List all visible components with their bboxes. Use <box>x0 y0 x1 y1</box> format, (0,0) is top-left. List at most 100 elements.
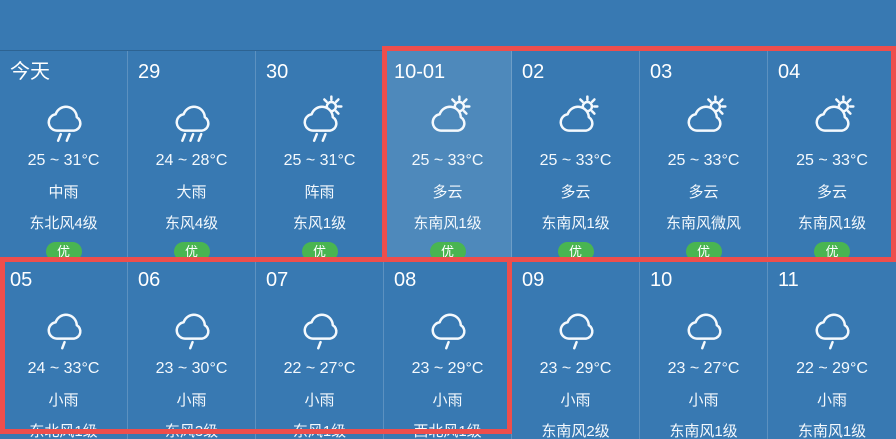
forecast-card[interactable]: 今天 25 ~ 31°C 中雨 东北风4级 优 <box>0 51 128 261</box>
card-date-label: 08 <box>394 269 417 291</box>
forecast-card[interactable]: 06 23 ~ 30°C 小雨 东风3级 <box>128 259 256 439</box>
temperature-range-label: 23 ~ 29°C <box>411 360 484 377</box>
wind-label: 东风3级 <box>164 423 219 439</box>
weather-icon <box>128 91 255 147</box>
temperature-range-label: 24 ~ 33°C <box>27 360 100 377</box>
weather-condition-label: 多云 <box>432 184 463 201</box>
weather-icon <box>512 299 639 355</box>
weekday-label <box>128 0 256 50</box>
card-date-label: 今天 <box>10 61 50 83</box>
weather-condition-label: 阵雨 <box>304 184 335 201</box>
temperature-range-label: 25 ~ 33°C <box>539 152 612 169</box>
weekday-label <box>384 0 512 50</box>
partly-cloudy-icon <box>687 95 727 132</box>
weather-condition-label: 多云 <box>816 184 847 201</box>
forecast-cards-grid: 今天 25 ~ 31°C 中雨 东北风4级 优 29 24 ~ 28°C 大雨 … <box>0 51 896 439</box>
temperature-range-label: 24 ~ 28°C <box>155 152 228 169</box>
weather-icon <box>384 299 511 355</box>
temperature-range-label: 25 ~ 33°C <box>411 152 484 169</box>
air-quality-badge: 优 <box>45 242 82 261</box>
partly-cloudy-icon <box>815 95 855 132</box>
forecast-card[interactable]: 04 25 ~ 33°C 多云 东南风1级 优 <box>768 51 896 261</box>
temperature-range-label: 25 ~ 31°C <box>283 152 356 169</box>
weather-condition-label: 小雨 <box>304 392 335 409</box>
light-rain-icon <box>303 313 338 350</box>
air-quality-badge: 优 <box>301 242 338 261</box>
temperature-range-label: 23 ~ 27°C <box>667 360 740 377</box>
weather-icon <box>768 91 896 147</box>
light-rain-icon <box>47 313 82 350</box>
light-rain-icon <box>687 313 722 350</box>
air-quality-badge: 优 <box>557 242 594 261</box>
weather-icon <box>0 299 127 355</box>
temperature-range-label: 25 ~ 33°C <box>667 152 740 169</box>
weather-condition-label: 多云 <box>560 184 591 201</box>
weather-condition-label: 小雨 <box>688 392 719 409</box>
card-date-label: 03 <box>650 61 673 83</box>
weather-condition-label: 小雨 <box>48 392 79 409</box>
forecast-card[interactable]: 07 22 ~ 27°C 小雨 东风1级 <box>256 259 384 439</box>
wind-label: 东南风1级 <box>797 215 867 232</box>
temperature-range-label: 25 ~ 31°C <box>27 152 100 169</box>
weather-icon <box>256 299 383 355</box>
temperature-range-label: 23 ~ 30°C <box>155 360 228 377</box>
card-date-label: 02 <box>522 61 545 83</box>
air-quality-badge: 优 <box>429 242 466 261</box>
weather-icon <box>512 91 639 147</box>
card-date-label: 09 <box>522 269 545 291</box>
forecast-card[interactable]: 03 25 ~ 33°C 多云 东南风微风 优 <box>640 51 768 261</box>
wind-label: 东风1级 <box>292 215 347 232</box>
forecast-card[interactable]: 08 23 ~ 29°C 小雨 西北风1级 <box>384 259 512 439</box>
wind-label: 东风4级 <box>164 215 219 232</box>
weather-condition-label: 小雨 <box>176 392 207 409</box>
weekday-label <box>640 0 768 50</box>
weekday-label <box>768 0 896 50</box>
card-date-label: 04 <box>778 61 801 83</box>
card-date-label: 05 <box>10 269 33 291</box>
forecast-card[interactable]: 29 24 ~ 28°C 大雨 东风4级 优 <box>128 51 256 261</box>
weekday-label <box>0 0 128 50</box>
air-quality-badge: 优 <box>814 242 850 261</box>
weather-condition-label: 多云 <box>688 184 719 201</box>
card-date-label: 30 <box>266 61 289 83</box>
shower-rain-icon <box>303 95 343 142</box>
weather-icon <box>640 91 767 147</box>
weather-icon <box>0 91 127 147</box>
weather-condition-label: 小雨 <box>560 392 591 409</box>
forecast-card[interactable]: 05 24 ~ 33°C 小雨 东北风1级 <box>0 259 128 439</box>
wind-label: 东南风1级 <box>413 215 482 232</box>
forecast-card[interactable]: 10 23 ~ 27°C 小雨 东南风1级 <box>640 259 768 439</box>
weekday-header-row <box>0 0 896 51</box>
wind-label: 东北风4级 <box>29 215 98 232</box>
temperature-range-label: 23 ~ 29°C <box>539 360 612 377</box>
weather-icon <box>768 299 896 355</box>
card-date-label: 07 <box>266 269 289 291</box>
temperature-range-label: 22 ~ 29°C <box>796 360 868 377</box>
weather-condition-label: 小雨 <box>432 392 463 409</box>
wind-label: 西北风1级 <box>413 423 482 439</box>
card-date-label: 10 <box>650 269 673 291</box>
wind-label: 东南风1级 <box>669 423 738 439</box>
wind-label: 东南风2级 <box>541 423 610 439</box>
forecast-card[interactable]: 02 25 ~ 33°C 多云 东南风1级 优 <box>512 51 640 261</box>
light-rain-icon <box>175 313 210 350</box>
forecast-card[interactable]: 10-01 25 ~ 33°C 多云 东南风1级 优 <box>384 51 512 261</box>
temperature-range-label: 22 ~ 27°C <box>283 360 356 377</box>
light-rain-icon <box>559 313 594 350</box>
weather-condition-label: 中雨 <box>48 184 79 201</box>
temperature-range-label: 25 ~ 33°C <box>796 152 868 169</box>
partly-cloudy-icon <box>431 95 471 132</box>
forecast-card[interactable]: 30 25 ~ 31°C 阵雨 东风1级 优 <box>256 51 384 261</box>
light-rain-icon <box>815 313 850 350</box>
weekday-label <box>512 0 640 50</box>
air-quality-badge: 优 <box>173 242 210 261</box>
weather-icon <box>384 91 511 147</box>
weather-condition-label: 大雨 <box>176 184 207 201</box>
forecast-card[interactable]: 09 23 ~ 29°C 小雨 东南风2级 <box>512 259 640 439</box>
weather-icon <box>128 299 255 355</box>
weather-icon <box>640 299 767 355</box>
forecast-card[interactable]: 11 22 ~ 29°C 小雨 东南风1级 <box>768 259 896 439</box>
light-rain-icon <box>431 313 466 350</box>
wind-label: 东北风1级 <box>29 423 98 439</box>
